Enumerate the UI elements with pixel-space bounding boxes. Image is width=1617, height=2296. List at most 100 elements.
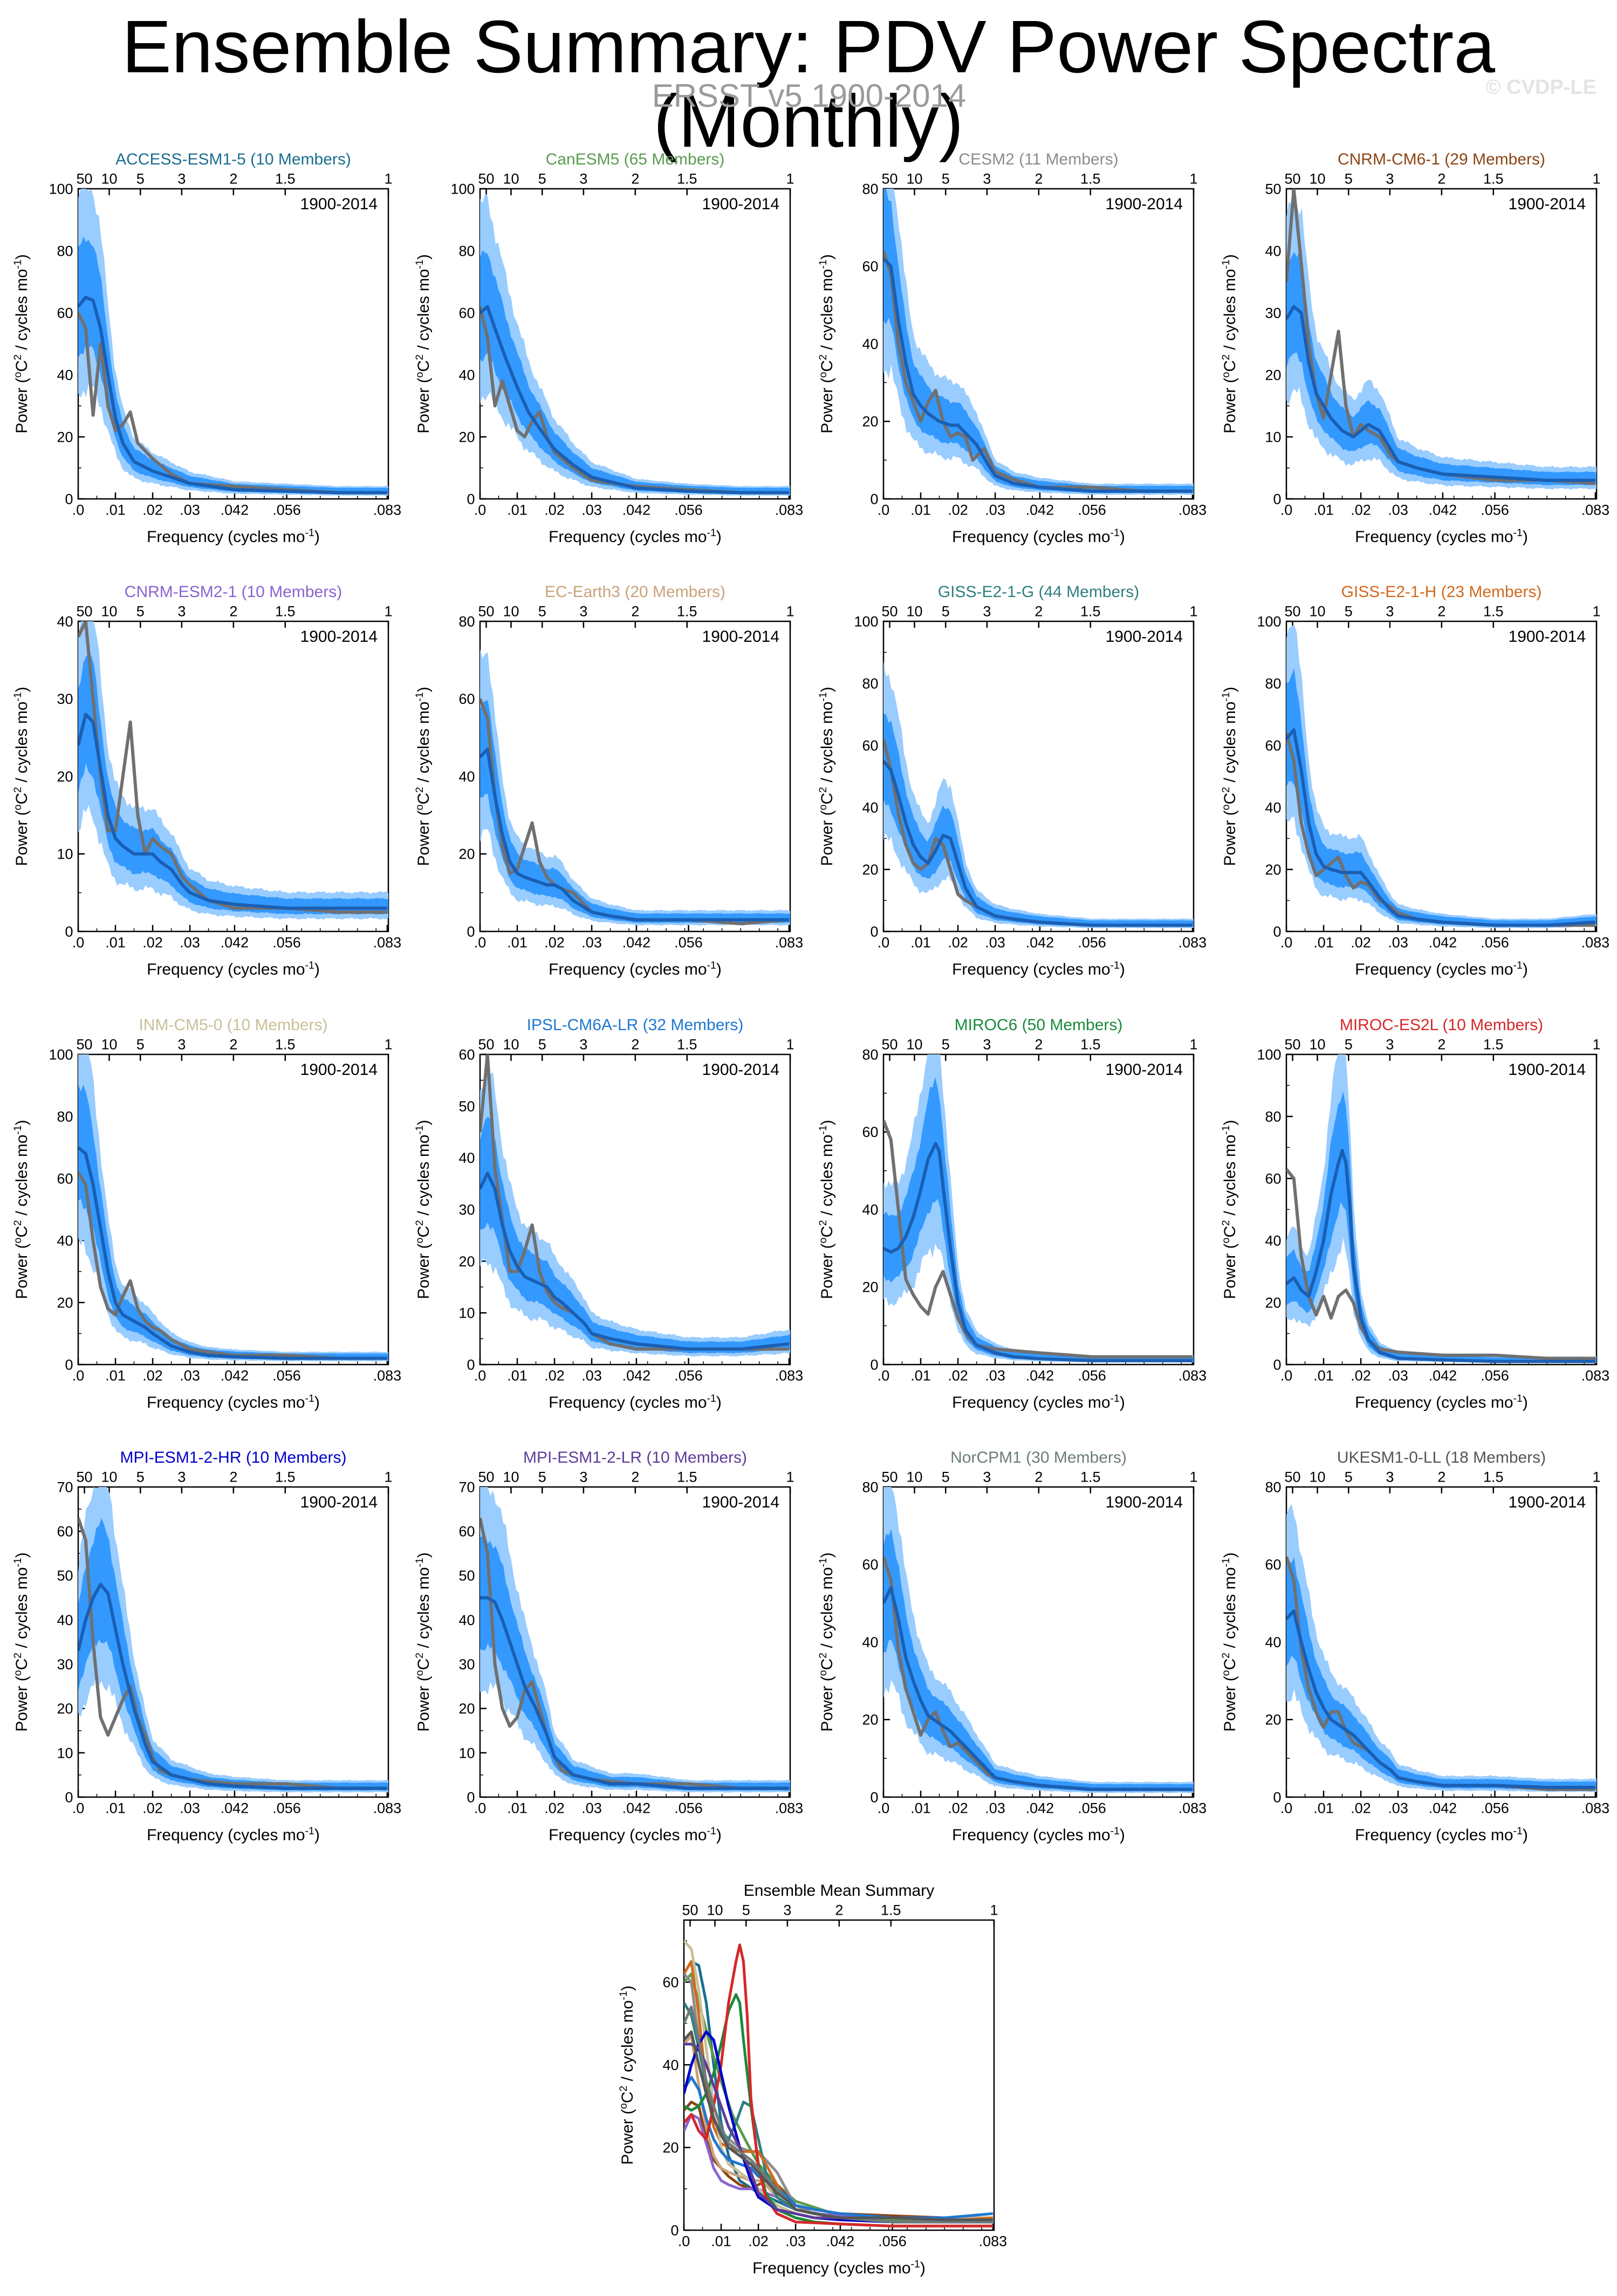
outer-spread-band xyxy=(1286,1504,1597,1792)
y-tick-label: 40 xyxy=(459,1612,475,1628)
top-tick-label: 1.5 xyxy=(1483,171,1504,187)
y-axis-label: Power (oC2 / cycles mo-1) xyxy=(1220,687,1239,866)
y-tick-label: 40 xyxy=(862,1202,879,1218)
x-axis-label: Frequency (cycles mo-1) xyxy=(147,527,320,546)
outer-spread-band xyxy=(1286,201,1597,490)
top-tick-label: 3 xyxy=(983,1037,991,1053)
y-axis-label: Power (oC2 / cycles mo-1) xyxy=(618,1985,636,2164)
panel-title: GISS-E2-1-H (23 Members) xyxy=(1341,583,1542,601)
top-tick-label: 50 xyxy=(478,604,495,620)
x-tick-label: .042 xyxy=(1026,502,1054,518)
top-tick-label: 2 xyxy=(229,171,237,187)
top-tick-label: 1.5 xyxy=(275,171,296,187)
top-tick-label: 2 xyxy=(1034,171,1043,187)
y-tick-label: 0 xyxy=(65,1789,73,1805)
top-tick-label: 50 xyxy=(882,1469,898,1485)
y-tick-label: 30 xyxy=(57,1656,73,1673)
x-tick-label: .03 xyxy=(581,1800,602,1817)
summary-ensemble-line xyxy=(684,2075,994,2219)
y-tick-label: 80 xyxy=(459,613,475,629)
top-tick-label: 1 xyxy=(1592,1037,1600,1053)
x-tick-label: .042 xyxy=(1429,502,1457,518)
x-tick-label: .042 xyxy=(1429,1800,1457,1817)
ensemble-mean-line xyxy=(78,712,387,910)
x-tick-label: .02 xyxy=(142,1368,163,1384)
y-tick-label: 20 xyxy=(57,429,73,445)
x-tick-label: .056 xyxy=(1078,935,1106,951)
x-tick-label: .02 xyxy=(142,1800,163,1817)
top-tick-label: 2 xyxy=(1034,604,1043,620)
x-axis-label: Frequency (cycles mo-1) xyxy=(1355,959,1528,978)
outer-spread-band xyxy=(883,661,1194,929)
inner-spread-band xyxy=(480,1536,790,1791)
y-tick-label: 60 xyxy=(459,691,475,707)
top-tick-label: 5 xyxy=(742,1902,750,1918)
x-tick-label: .03 xyxy=(180,1800,200,1817)
period-label: 1900-2014 xyxy=(1509,1493,1586,1511)
y-tick-label: 10 xyxy=(459,1305,475,1321)
top-tick-label: 2 xyxy=(1034,1469,1043,1485)
ensemble-mean-line xyxy=(78,296,387,495)
outer-spread-band xyxy=(78,1487,388,1793)
top-tick-label: 1 xyxy=(786,171,794,187)
outer-spread-band xyxy=(1286,624,1597,929)
y-tick-label: 60 xyxy=(862,258,879,275)
y-tick-label: 0 xyxy=(65,923,73,940)
y-tick-label: 100 xyxy=(49,181,73,197)
top-tick-label: 1 xyxy=(384,604,392,620)
ensemble-mean-line xyxy=(1286,305,1595,482)
period-label: 1900-2014 xyxy=(702,628,779,646)
top-tick-label: 1.5 xyxy=(1483,1037,1504,1053)
y-tick-label: 0 xyxy=(871,923,879,940)
x-tick-label: .042 xyxy=(1026,935,1054,951)
x-tick-label: .01 xyxy=(910,502,931,518)
plot-area xyxy=(480,193,790,496)
x-tick-label: .0 xyxy=(474,1368,487,1384)
ensemble-mean-line xyxy=(480,305,789,495)
plot-area xyxy=(480,649,790,926)
y-tick-label: 20 xyxy=(459,1253,475,1270)
period-label: 1900-2014 xyxy=(702,1493,779,1511)
panel-title: MPI-ESM1-2-LR (10 Members) xyxy=(523,1449,747,1466)
top-tick-label: 5 xyxy=(1345,604,1353,620)
observed-spectrum-line xyxy=(883,1120,1193,1359)
y-tick-label: 40 xyxy=(57,1612,73,1628)
x-tick-label: .01 xyxy=(105,935,126,951)
top-tick-label: 1.5 xyxy=(881,1902,901,1918)
y-tick-label: 0 xyxy=(1273,923,1282,940)
x-tick-label: .01 xyxy=(507,935,527,951)
y-tick-label: 10 xyxy=(459,1745,475,1761)
top-tick-label: 50 xyxy=(682,1902,698,1918)
y-tick-label: 60 xyxy=(459,1046,475,1063)
x-tick-label: .01 xyxy=(105,1368,126,1384)
top-tick-label: 3 xyxy=(177,604,186,620)
top-tick-label: 1 xyxy=(786,1037,794,1053)
x-tick-label: .03 xyxy=(1388,1800,1408,1817)
plot-area xyxy=(1286,624,1597,929)
x-tick-label: .02 xyxy=(544,502,565,518)
period-label: 1900-2014 xyxy=(300,1493,378,1511)
top-tick-label: 2 xyxy=(631,604,639,620)
x-axis-label: Frequency (cycles mo-1) xyxy=(549,1825,722,1844)
top-tick-label: 10 xyxy=(1309,171,1325,187)
top-tick-label: 1.5 xyxy=(677,1037,697,1053)
inner-spread-band xyxy=(883,714,1194,927)
top-tick-label: 2 xyxy=(1034,1037,1043,1053)
y-tick-label: 10 xyxy=(57,846,73,862)
ensemble-mean-line xyxy=(1286,1609,1595,1789)
y-axis-label: Power (oC2 / cycles mo-1) xyxy=(1220,1120,1239,1299)
period-label: 1900-2014 xyxy=(300,1061,378,1079)
top-tick-label: 10 xyxy=(101,604,117,620)
top-tick-label: 1 xyxy=(786,1469,794,1485)
top-tick-label: 50 xyxy=(882,1037,898,1053)
observed-spectrum-line xyxy=(1286,1168,1595,1360)
page-subtitle: ERSST v5 1900-2014 xyxy=(652,78,967,114)
y-tick-label: 100 xyxy=(49,1046,73,1063)
outer-spread-band xyxy=(883,1054,1194,1363)
top-tick-label: 5 xyxy=(538,604,546,620)
top-tick-label: 2 xyxy=(1437,171,1445,187)
